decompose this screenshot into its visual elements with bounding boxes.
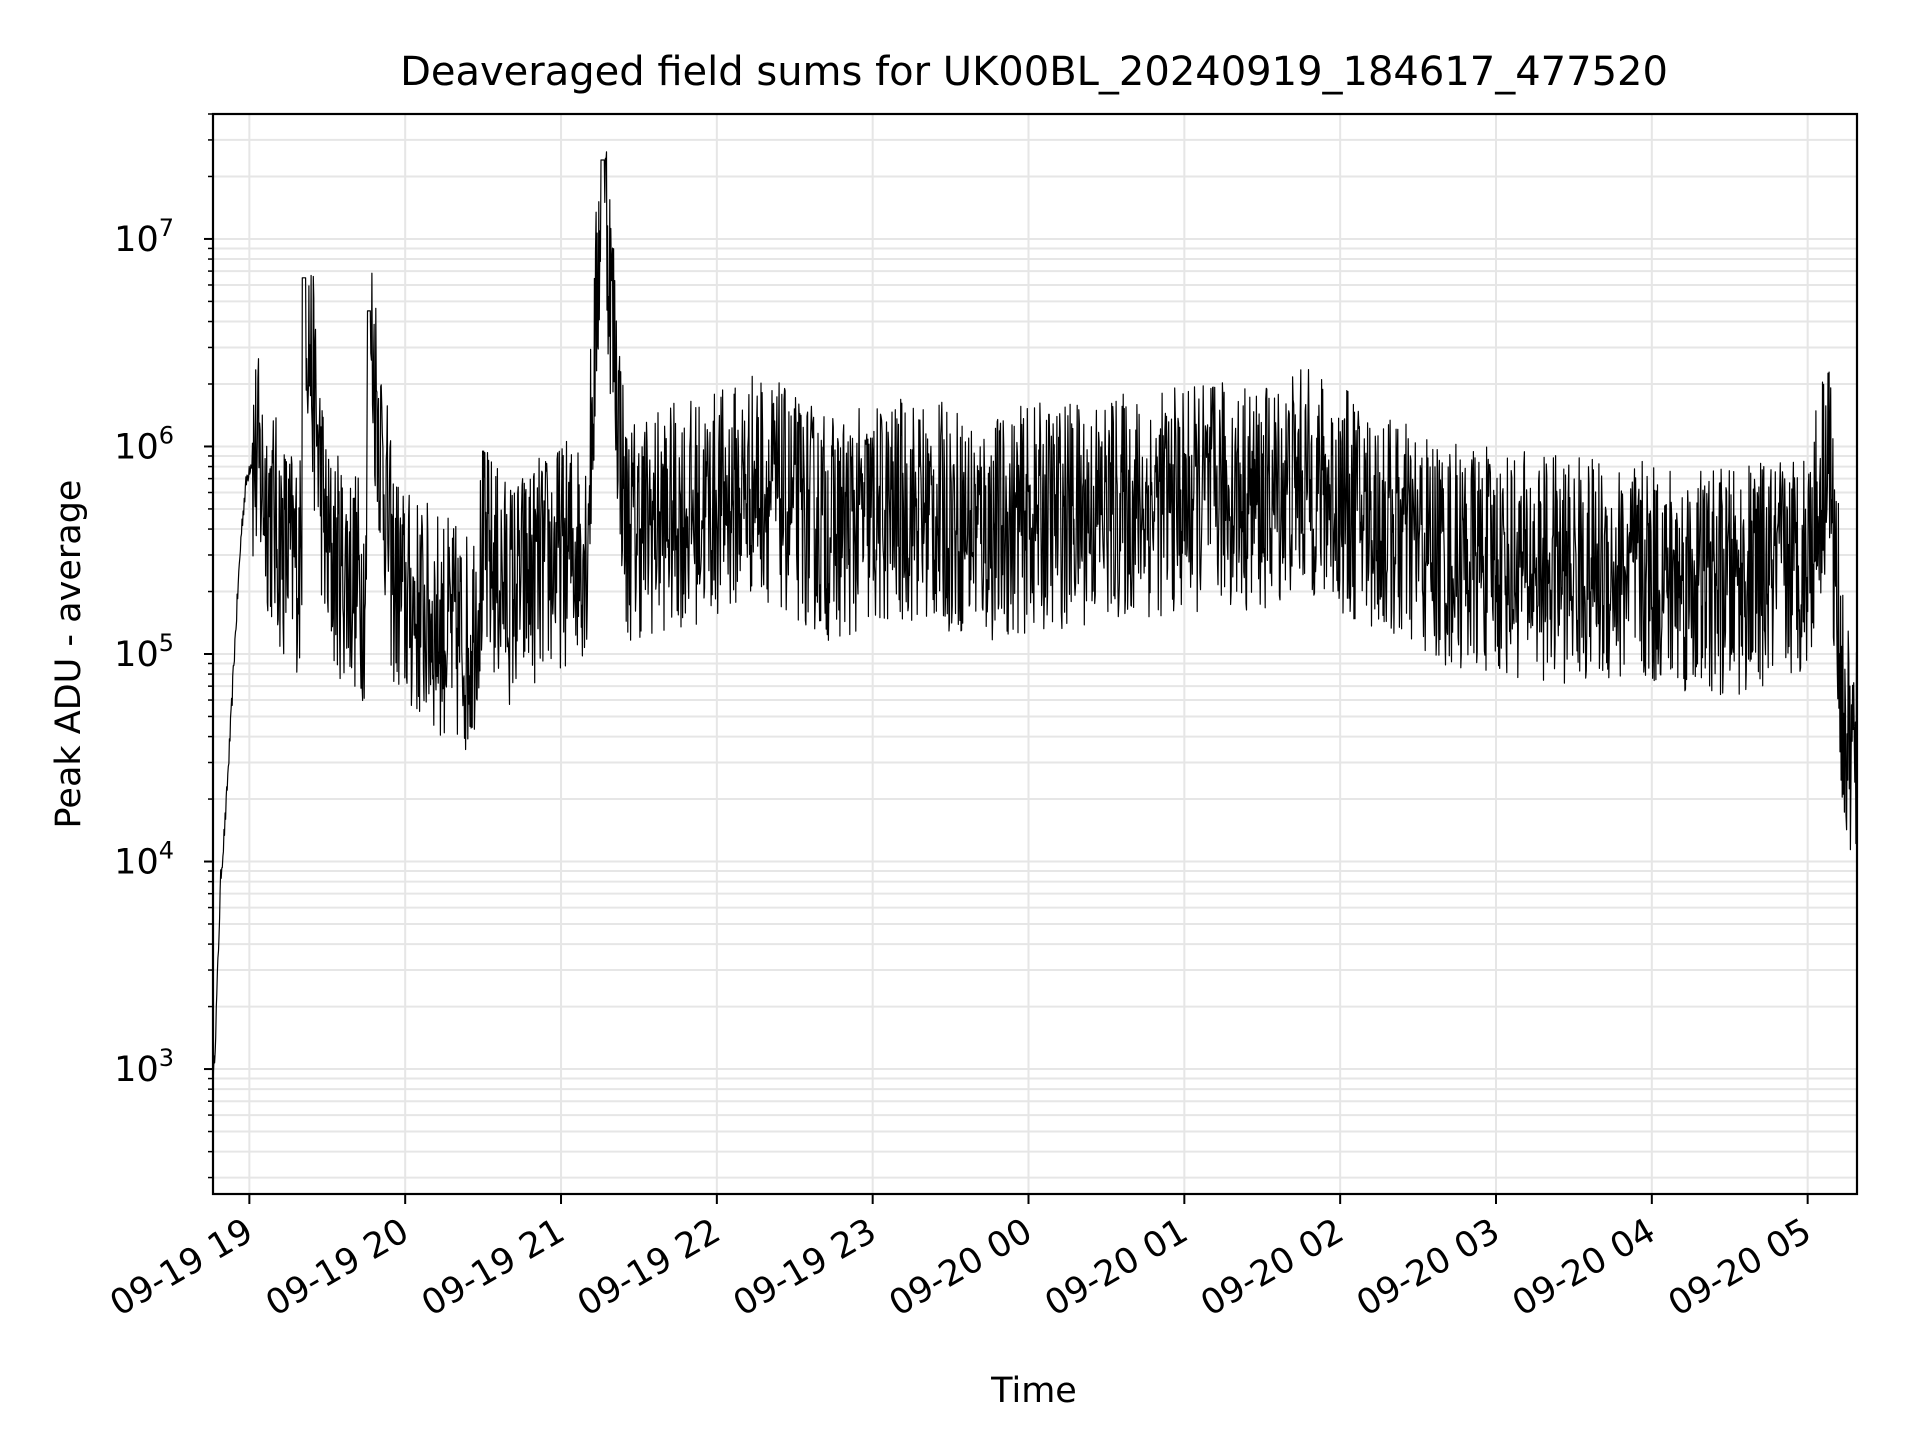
y-tick-label: 104: [114, 837, 174, 883]
data-layer: [213, 151, 1857, 1098]
x-axis-label: Time: [990, 1371, 1077, 1411]
grid: [213, 113, 1857, 1194]
chart-title: Deaveraged field sums for UK00BL_2024091…: [400, 49, 1668, 95]
y-tick-label: 107: [114, 214, 174, 260]
y-tick-label: 105: [114, 629, 174, 675]
series-line: [213, 151, 1857, 1098]
y-tick-label: 103: [114, 1044, 174, 1090]
y-axis-label: Peak ADU - average: [49, 480, 89, 829]
y-tick-label: 106: [114, 421, 174, 467]
